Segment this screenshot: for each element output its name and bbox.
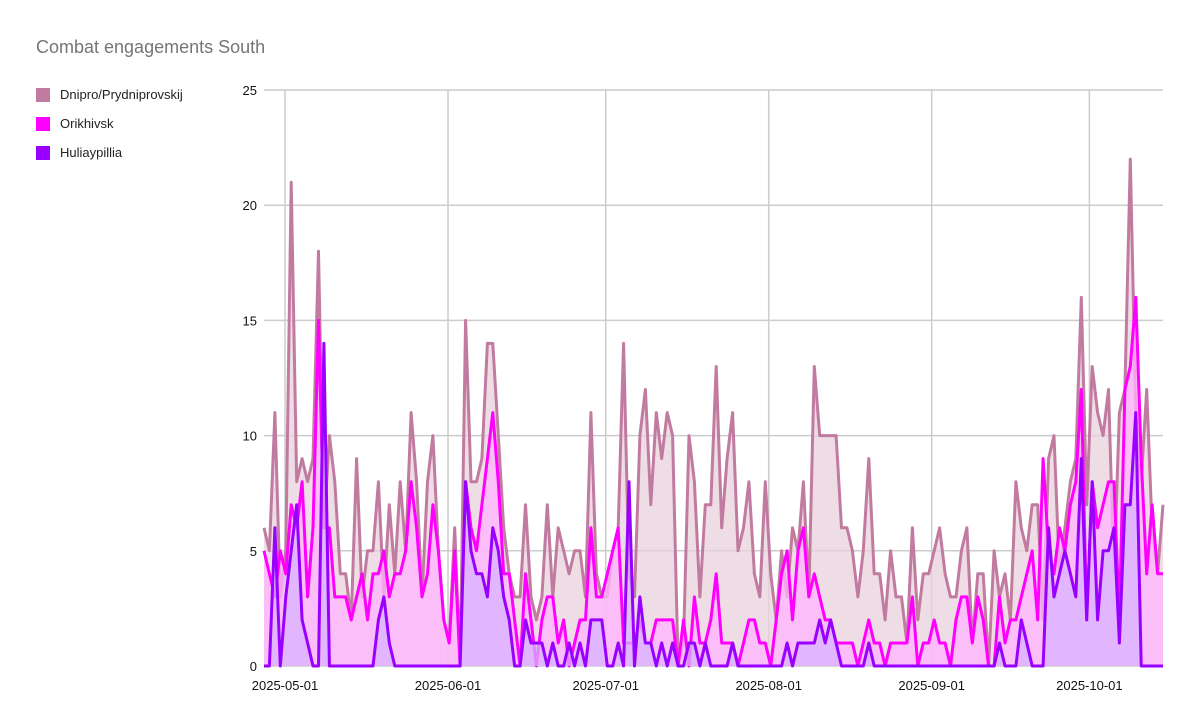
legend-item-huliaypillia[interactable]: Huliaypillia [36,138,183,167]
series-line-dnipro [262,157,1165,668]
chart-title: Combat engagements South [36,37,266,57]
y-tick-label: 15 [243,313,257,328]
x-tick-label: 2025-07-01 [572,678,639,693]
series-line-orikhivsk [262,295,1163,668]
legend-label-huliaypillia: Huliaypillia [60,145,123,160]
legend-swatch-orikhivsk [36,116,50,131]
legend-swatch-huliaypillia [36,145,50,160]
legend-item-orikhivsk[interactable]: Orikhivsk [36,109,183,138]
series-line-huliaypillia [264,341,1163,668]
x-tick-label: 2025-09-01 [898,678,965,693]
y-tick-label: 10 [243,429,257,444]
legend-label-dnipro: Dnipro/Prydniprovskij [60,87,183,102]
y-tick-label: 25 [243,83,257,98]
x-tick-label: 2025-08-01 [735,678,802,693]
y-tick-label: 0 [250,659,257,674]
legend-item-dnipro[interactable]: Dnipro/Prydniprovskij [36,80,183,109]
y-tick-label: 5 [250,544,257,559]
legend-swatch-dnipro [36,87,50,102]
x-tick-label: 2025-05-01 [252,678,319,693]
legend: Dnipro/Prydniprovskij Orikhivsk Huliaypi… [36,80,183,167]
x-tick-label: 2025-10-01 [1056,678,1123,693]
legend-label-orikhivsk: Orikhivsk [60,116,114,131]
x-tick-label: 2025-06-01 [415,678,482,693]
y-tick-label: 20 [243,198,257,213]
